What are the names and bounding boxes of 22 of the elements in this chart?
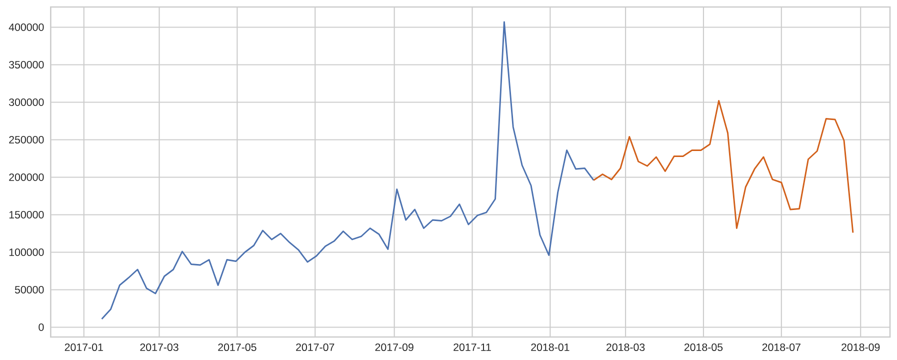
x-tick-label: 2017-11 (454, 343, 491, 352)
line-series (592, 100, 854, 234)
x-tick-label: 2018-07 (762, 343, 800, 352)
x-tick-label: 2017-03 (140, 343, 178, 352)
y-tick-label: 250000 (9, 136, 44, 144)
line-series (101, 21, 594, 320)
x-tick-label: 2017-01 (64, 343, 103, 352)
y-tick-label: 300000 (8, 98, 44, 106)
y-tick-label: 400000 (8, 23, 44, 32)
x-tick-label: 2017-07 (296, 343, 334, 352)
y-tick-label: 50000 (14, 286, 44, 294)
x-tick-label: 2018-05 (684, 343, 723, 352)
x-tick-label: 2018-09 (842, 343, 880, 352)
y-tick-label: 200000 (9, 173, 44, 182)
x-tick-label: 2017-05 (218, 343, 256, 352)
x-tick-label: 2018-01 (531, 343, 570, 352)
y-tick-label: 100000 (9, 248, 44, 256)
x-tick-label: 2017-09 (375, 343, 414, 352)
y-tick-label: 0 (38, 323, 44, 332)
x-tick-label: 2018-03 (606, 343, 645, 352)
y-tick-label: 350000 (8, 60, 44, 69)
y-tick-label: 150000 (9, 210, 44, 219)
